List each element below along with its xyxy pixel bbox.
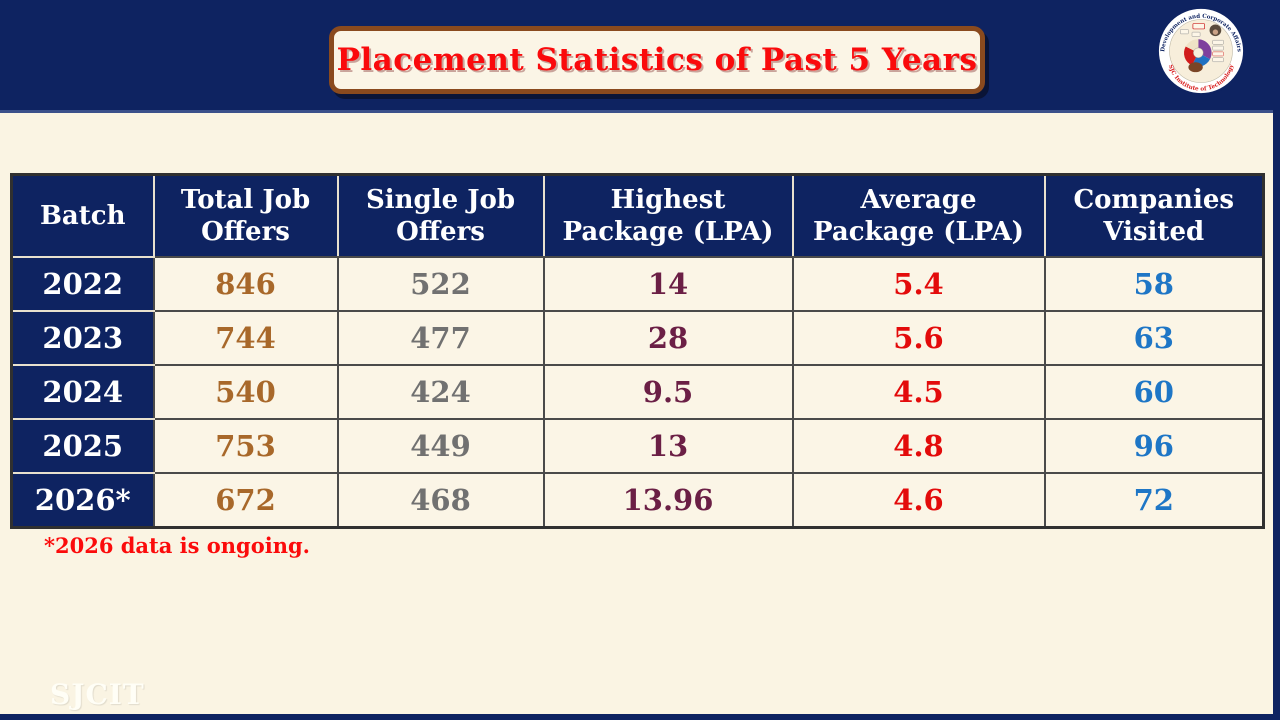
table-row-2023: 2023 744 477 28 5.6 63 [10, 310, 1265, 366]
placement-statistics-table: Batch Total Job Offers Single Job Offers… [10, 173, 1265, 529]
column-header-single-job-offers: Single Job Offers [336, 173, 545, 258]
table-header-row: Batch Total Job Offers Single Job Offers… [10, 173, 1265, 258]
average-package-cell: 4.6 [791, 472, 1046, 529]
batch-cell: 2026* [10, 472, 155, 529]
column-header-batch: Batch [10, 173, 155, 258]
single-offers-cell: 522 [336, 256, 545, 312]
average-package-cell: 5.6 [791, 310, 1046, 366]
single-offers-cell: 468 [336, 472, 545, 529]
right-edge-strip [1273, 0, 1280, 720]
average-package-cell: 5.4 [791, 256, 1046, 312]
total-offers-cell: 540 [152, 364, 339, 420]
total-offers-cell: 672 [152, 472, 339, 529]
companies-visited-cell: 60 [1043, 364, 1265, 420]
logo-graphic: Career Development and Corporate Affairs… [1154, 2, 1246, 96]
highest-package-cell: 13 [542, 418, 794, 474]
highest-package-cell: 13.96 [542, 472, 794, 529]
column-header-total-job-offers: Total Job Offers [152, 173, 339, 258]
total-offers-cell: 753 [152, 418, 339, 474]
batch-cell: 2024 [10, 364, 155, 420]
logo-diagram [1180, 23, 1224, 73]
bottom-edge-strip [0, 714, 1280, 720]
companies-visited-cell: 58 [1043, 256, 1265, 312]
average-package-cell: 4.5 [791, 364, 1046, 420]
page-title: Placement Statistics of Past 5 Years [336, 42, 978, 78]
table-row-2026: 2026* 672 468 13.96 4.6 72 [10, 472, 1265, 529]
highest-package-cell: 14 [542, 256, 794, 312]
batch-cell: 2022 [10, 256, 155, 312]
column-header-average-package: Average Package (LPA) [791, 173, 1046, 258]
column-header-companies-visited: Companies Visited [1043, 173, 1265, 258]
companies-visited-cell: 72 [1043, 472, 1265, 529]
highest-package-cell: 9.5 [542, 364, 794, 420]
cdcac-institute-logo: Career Development and Corporate Affairs… [1154, 2, 1246, 96]
batch-cell: 2023 [10, 310, 155, 366]
footnote-2026-ongoing: *2026 data is ongoing. [44, 533, 310, 558]
column-header-highest-package: Highest Package (LPA) [542, 173, 794, 258]
single-offers-cell: 477 [336, 310, 545, 366]
companies-visited-cell: 96 [1043, 418, 1265, 474]
total-offers-cell: 744 [152, 310, 339, 366]
average-package-cell: 4.8 [791, 418, 1046, 474]
table-row-2025: 2025 753 449 13 4.8 96 [10, 418, 1265, 474]
single-offers-cell: 424 [336, 364, 545, 420]
batch-cell: 2025 [10, 418, 155, 474]
table-row-2022: 2022 846 522 14 5.4 58 [10, 256, 1265, 312]
sjcit-watermark: SJCIT [50, 678, 145, 711]
header-banner: Placement Statistics of Past 5 Years Car… [0, 0, 1280, 113]
title-box: Placement Statistics of Past 5 Years [329, 26, 985, 94]
table-row-2024: 2024 540 424 9.5 4.5 60 [10, 364, 1265, 420]
highest-package-cell: 28 [542, 310, 794, 366]
companies-visited-cell: 63 [1043, 310, 1265, 366]
total-offers-cell: 846 [152, 256, 339, 312]
single-offers-cell: 449 [336, 418, 545, 474]
